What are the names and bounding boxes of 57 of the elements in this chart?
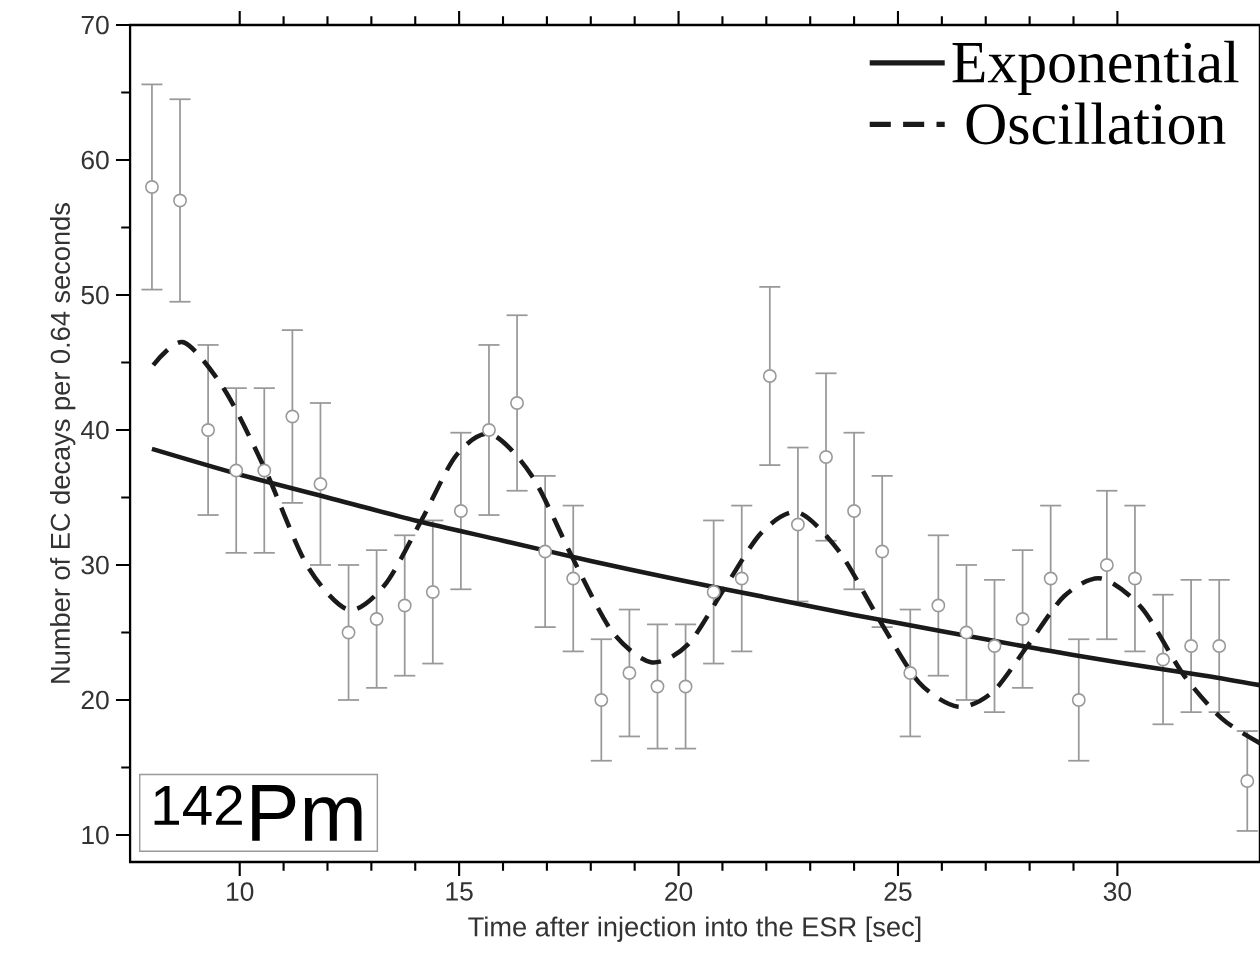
point	[734, 571, 749, 586]
point	[482, 423, 496, 437]
point	[1156, 652, 1170, 667]
point	[678, 679, 693, 694]
line-series	[150, 339, 1260, 746]
point	[425, 585, 440, 599]
y-tick-label: 50	[81, 285, 109, 305]
point	[1128, 571, 1142, 586]
point	[201, 423, 216, 437]
x-axis-title: Time after injection into the ESR [sec]	[468, 916, 921, 942]
point	[510, 396, 524, 410]
point	[706, 585, 721, 599]
point	[1043, 571, 1058, 586]
point	[875, 544, 890, 559]
point	[847, 504, 862, 518]
point	[341, 625, 356, 640]
point	[1099, 558, 1114, 572]
y-axis-title: Number of EC decays per 0.64 seconds	[49, 203, 76, 683]
point	[622, 666, 637, 680]
y-tick-label: 20	[81, 690, 109, 710]
y-tick-label: 70	[81, 15, 109, 35]
point	[762, 369, 777, 383]
point	[650, 679, 665, 694]
point	[538, 544, 553, 559]
y-tick-label: 60	[81, 150, 109, 170]
point	[1015, 612, 1030, 626]
point	[257, 463, 272, 478]
x-tick-label: 25	[884, 882, 912, 901]
y-tick-label: 40	[81, 420, 109, 440]
point	[145, 180, 159, 194]
point	[1212, 639, 1227, 653]
point	[285, 409, 300, 424]
point	[987, 639, 1002, 653]
legend-label: Oscillation	[966, 102, 1226, 145]
point	[931, 598, 946, 613]
point	[819, 450, 833, 464]
annotation: $^{142}$Pm	[154, 785, 362, 841]
point	[397, 598, 412, 613]
point	[313, 477, 328, 491]
x-tick-label: 10	[227, 882, 254, 901]
x-tick-label: 20	[665, 882, 693, 901]
point	[1071, 693, 1086, 707]
point	[959, 625, 974, 640]
legend-label: Exponential	[952, 40, 1239, 95]
point	[903, 666, 918, 680]
y-tick-label: 10	[82, 825, 109, 845]
point	[229, 463, 244, 478]
x-tick-label: 30	[1103, 882, 1131, 901]
point	[594, 693, 609, 707]
y-tick-label: 30	[81, 555, 109, 575]
point	[453, 504, 468, 518]
point	[369, 612, 384, 626]
point	[173, 193, 187, 208]
point	[790, 517, 805, 532]
point	[566, 571, 581, 586]
point	[1184, 639, 1199, 653]
x-tick-label: 15	[446, 882, 473, 901]
